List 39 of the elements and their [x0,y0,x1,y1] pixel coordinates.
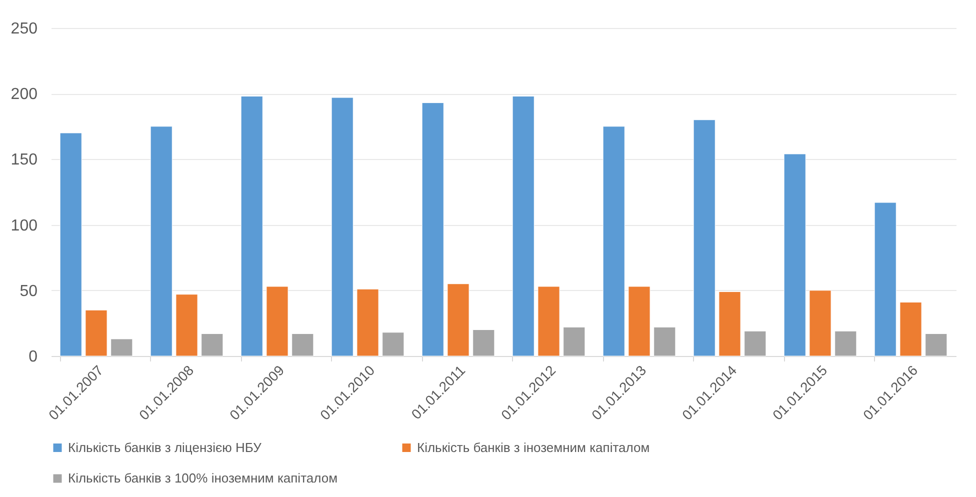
bar [834,330,857,356]
bar [110,338,133,356]
y-tick-label: 100 [10,217,38,234]
bar [85,310,108,356]
bar [472,330,495,356]
legend-label: Кількість банків з іноземним капіталом [417,440,650,455]
bar [693,120,716,356]
bar [150,126,172,356]
bar [331,97,354,356]
y-tick-label: 250 [10,20,38,38]
legend-label: Кількість банків з 100% іноземним капіталом [68,470,338,486]
bar [744,330,766,356]
bar [382,332,404,356]
bar [356,288,379,356]
bar [718,291,741,356]
bar [874,202,896,356]
bar [628,286,650,356]
bar [201,333,224,356]
bar [784,154,806,356]
bar [447,284,470,356]
bar [900,302,922,356]
bar [176,294,198,356]
y-tick-label: 50 [20,282,38,300]
bar [422,102,444,356]
y-tick-label: 200 [10,86,38,104]
bar [266,286,288,356]
y-tick-label: 150 [10,152,38,169]
bar [809,290,832,356]
y-tick-label: 0 [28,348,38,366]
bar [654,326,676,356]
bar [512,96,534,356]
bar [60,132,82,356]
legend-label: Кількість банків з ліцензією НБУ [68,440,262,455]
bar [602,126,625,356]
bar [563,326,586,356]
bar [292,333,314,356]
bar [925,333,948,356]
bar [240,96,263,356]
bar [538,286,560,356]
